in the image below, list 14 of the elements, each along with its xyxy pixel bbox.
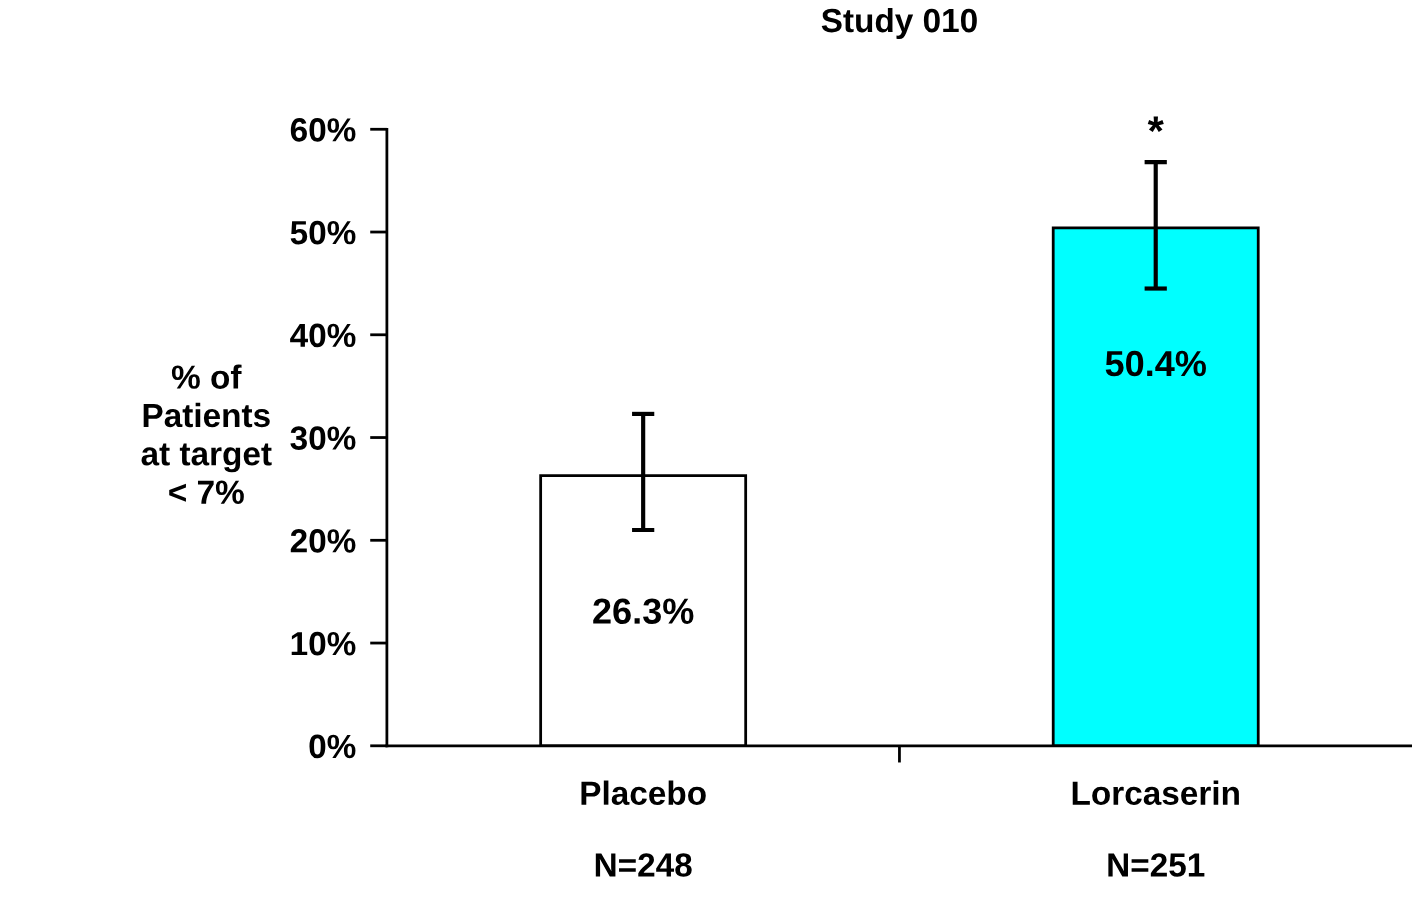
chart-title: Study 010 bbox=[821, 7, 977, 39]
annotation: * bbox=[1147, 116, 1164, 133]
y-tick-label: 30% bbox=[290, 426, 356, 450]
category-label: Placebo N=248 bbox=[581, 780, 706, 877]
y-tick-label: 40% bbox=[290, 323, 356, 348]
category-label: Lorcaserin N=251 bbox=[1072, 780, 1239, 877]
data-label: 26.3% bbox=[593, 598, 694, 625]
y-tick-label: 0% bbox=[309, 734, 356, 759]
y-tick-label: 10% bbox=[291, 631, 356, 656]
data-label: 50.4% bbox=[1105, 350, 1206, 377]
y-tick-label: 20% bbox=[290, 529, 356, 553]
y-tick-label: 50% bbox=[290, 220, 356, 245]
y-axis-title: % of Patients at target < 7% bbox=[141, 364, 272, 504]
y-tick-label: 60% bbox=[290, 118, 356, 142]
